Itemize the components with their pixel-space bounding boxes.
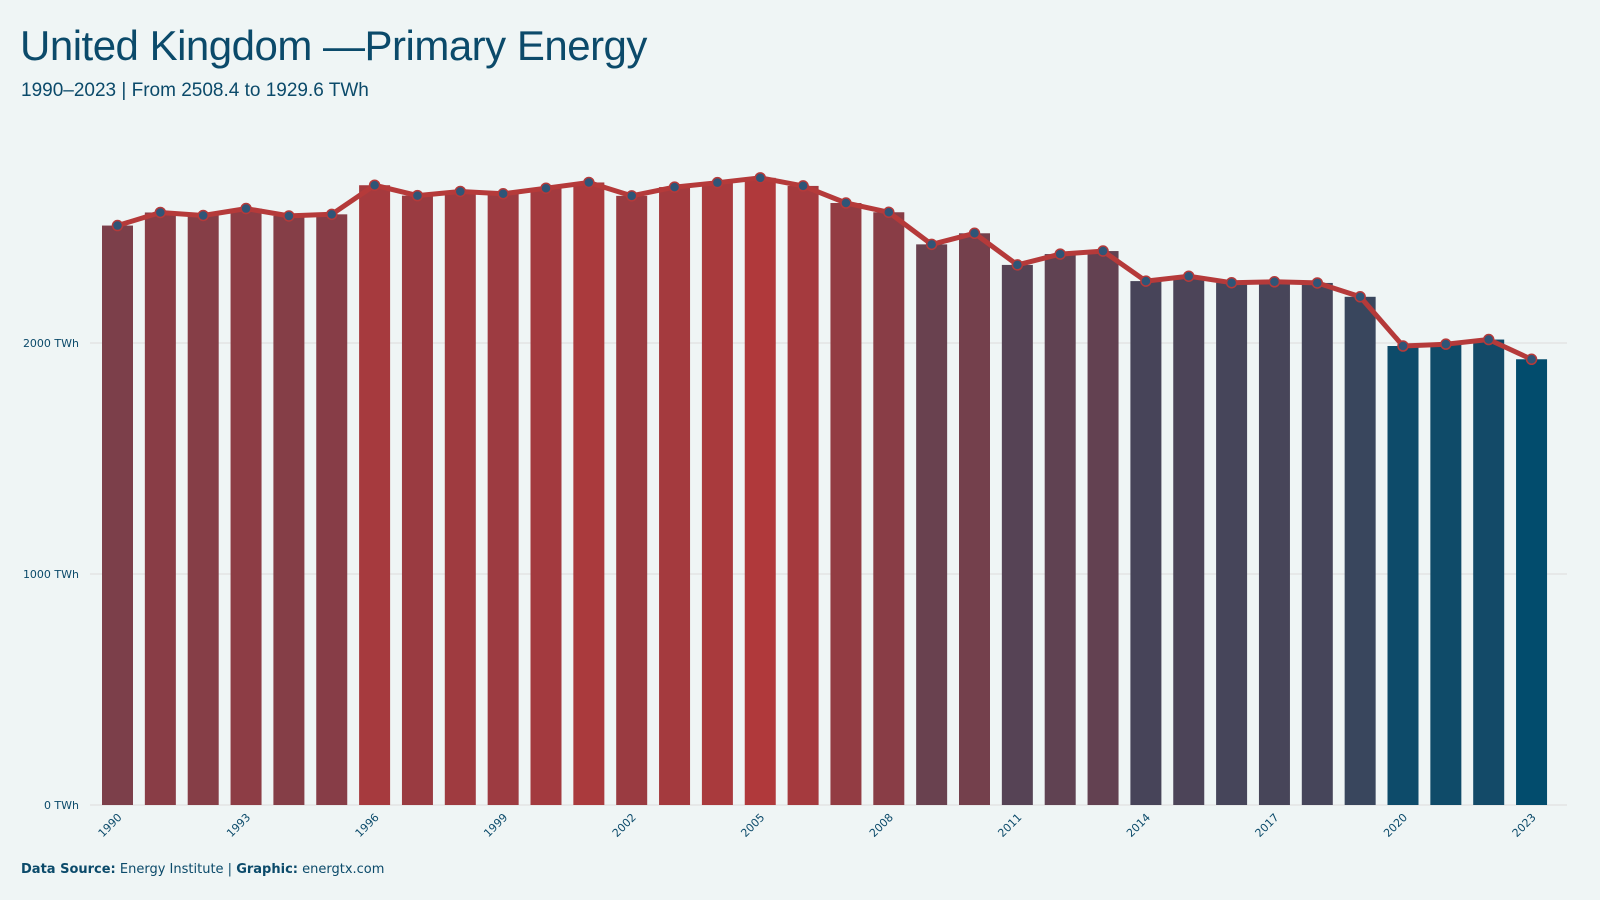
point-2013 <box>1097 245 1109 257</box>
point-2017 <box>1268 276 1281 288</box>
bar-2007 <box>830 203 862 805</box>
point-2003 <box>668 181 681 193</box>
point-2023 <box>1525 353 1538 366</box>
bar-1993 <box>230 208 262 806</box>
bar-2018 <box>1301 282 1333 805</box>
point-1996 <box>368 179 381 191</box>
point-1993 <box>240 202 252 215</box>
chart-subtitle: 1990–2023 | From 2508.4 to 1929.6 TWh <box>21 80 369 101</box>
point-2016 <box>1225 276 1238 289</box>
bar-1990 <box>102 225 133 806</box>
x-tick-label: 2005 <box>738 811 767 840</box>
source-label: Data Source: <box>21 862 116 877</box>
point-1992 <box>197 209 209 222</box>
x-tick-label: 2002 <box>610 811 639 840</box>
point-2022 <box>1482 333 1495 346</box>
point-2000 <box>540 182 552 194</box>
point-2001 <box>583 176 595 189</box>
point-1995 <box>326 208 338 221</box>
chart-title: United Kingdom —Primary Energy <box>20 22 647 69</box>
bar-2022 <box>1473 339 1505 805</box>
bar-1991 <box>144 212 176 806</box>
point-2020 <box>1397 340 1409 352</box>
point-2006 <box>797 180 809 192</box>
bar-2011 <box>1001 264 1033 805</box>
bar-2013 <box>1087 251 1119 805</box>
bar-1997 <box>401 195 433 805</box>
bar-2012 <box>1044 254 1076 805</box>
point-2007 <box>840 197 852 209</box>
graphic-label: Graphic: <box>236 862 298 877</box>
x-tick-label: 2023 <box>1510 811 1539 840</box>
bar-2001 <box>573 182 605 805</box>
point-2021 <box>1440 338 1452 350</box>
point-1998 <box>454 185 467 198</box>
x-tick-label: 1990 <box>96 811 125 840</box>
bar-2014 <box>1130 281 1162 805</box>
bar-2016 <box>1216 282 1248 806</box>
x-tick-label: 1999 <box>481 811 510 840</box>
trend-line <box>115 175 1534 362</box>
bar-2002 <box>616 195 648 805</box>
graphic-value: energtx.com <box>302 862 385 877</box>
x-tick-label: 1993 <box>224 811 253 840</box>
bar-2023 <box>1516 359 1548 805</box>
point-2014 <box>1140 275 1152 287</box>
bar-2017 <box>1258 281 1290 805</box>
y-tick-label: 2000 TWh <box>23 337 79 350</box>
bar-2000 <box>530 188 562 806</box>
bar-2020 <box>1387 346 1419 805</box>
x-tick-label: 1996 <box>353 811 382 840</box>
point-2018 <box>1311 277 1324 289</box>
source-value: Energy Institute | <box>119 862 233 877</box>
bar-1994 <box>273 215 305 805</box>
point-2005 <box>754 172 766 184</box>
bar-1999 <box>487 193 519 806</box>
bar-2005 <box>744 177 776 805</box>
bar-2006 <box>787 185 819 806</box>
point-2009 <box>925 238 938 251</box>
point-2012 <box>1054 248 1066 260</box>
x-tick-label: 2017 <box>1253 811 1282 840</box>
bar-2009 <box>916 244 948 805</box>
y-tick-label: 1000 TWh <box>23 568 79 581</box>
trend-line-layer <box>111 172 1538 366</box>
bar-1998 <box>444 191 476 806</box>
point-2010 <box>968 227 981 240</box>
x-tick-label: 2008 <box>867 811 896 840</box>
bar-2021 <box>1430 344 1462 805</box>
bar-2019 <box>1344 296 1376 805</box>
bar-1996 <box>359 185 391 806</box>
y-tick-label: 0 TWh <box>44 799 79 812</box>
bar-2010 <box>959 233 990 805</box>
point-1994 <box>283 210 295 222</box>
point-2008 <box>883 206 895 219</box>
bar-2008 <box>873 212 905 805</box>
point-1990 <box>111 219 124 232</box>
bar-2004 <box>701 182 733 805</box>
point-1999 <box>497 188 509 200</box>
bars <box>102 177 1548 806</box>
bar-1992 <box>187 215 219 805</box>
x-tick-label: 2014 <box>1124 811 1153 840</box>
bar-2003 <box>659 187 691 805</box>
point-2011 <box>1011 259 1024 271</box>
data-source-note: Data Source: Energy Institute | Graphic:… <box>21 862 384 877</box>
x-tick-label: 2020 <box>1381 811 1410 840</box>
point-2015 <box>1183 270 1195 282</box>
point-2019 <box>1354 291 1366 303</box>
bar-1995 <box>316 214 348 805</box>
point-1991 <box>154 206 167 219</box>
point-2004 <box>711 176 724 189</box>
point-2002 <box>625 190 638 202</box>
x-tick-label: 2011 <box>995 811 1024 840</box>
bar-2015 <box>1173 276 1205 806</box>
point-1997 <box>411 189 424 202</box>
